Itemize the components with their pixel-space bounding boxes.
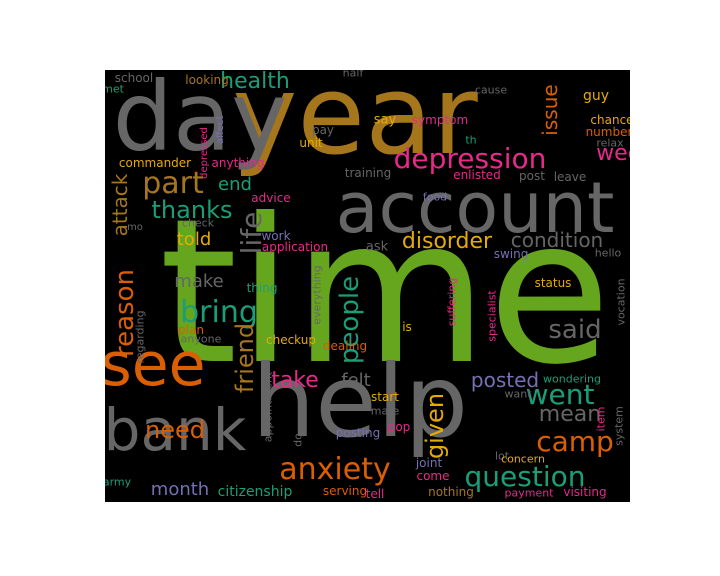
word-end: end — [218, 174, 252, 195]
word-item: item — [594, 406, 608, 432]
word-felt: felt — [341, 370, 371, 391]
word-condition: condition — [510, 228, 604, 252]
word-time: time — [159, 176, 611, 409]
word-mo: mo — [127, 222, 143, 233]
word-check: check — [181, 216, 215, 230]
word-year: year — [232, 70, 478, 179]
word-appointment: appointment — [261, 371, 275, 443]
word-say: say — [373, 112, 397, 128]
word-mate: mate — [370, 404, 400, 418]
word-mean: mean — [538, 402, 602, 427]
word-part: part — [142, 166, 204, 201]
word-post: post — [519, 169, 545, 183]
word-looking: looking — [185, 73, 229, 87]
word-plan: plan — [178, 323, 204, 337]
word-number: number — [585, 125, 630, 139]
word-need: need — [145, 416, 205, 444]
word-posting: posting — [335, 426, 381, 440]
word-pop: pop — [387, 420, 411, 434]
word-system: system — [612, 406, 626, 446]
word-make: make — [174, 271, 224, 292]
word-bank: bank — [105, 396, 247, 464]
word-month: month — [150, 479, 210, 500]
word-food: food — [422, 190, 448, 204]
word-specialist: specialist — [485, 290, 499, 342]
word-advice: advice — [251, 191, 291, 205]
word-cause: cause — [474, 83, 508, 97]
word-question: question — [464, 460, 586, 493]
word-met: met — [105, 82, 124, 96]
word-training: training — [344, 166, 392, 180]
word-account: account — [335, 167, 615, 249]
word-swing: swing — [493, 247, 529, 261]
word-leave: leave — [553, 170, 587, 184]
word-day: day — [112, 70, 288, 173]
word-wondering: wondering — [543, 372, 601, 386]
word-issue: issue — [538, 84, 562, 136]
word-come: come — [416, 469, 450, 483]
word-disorder: disorder — [401, 229, 493, 254]
word-start: start — [371, 390, 399, 404]
word-guy: guy — [582, 88, 610, 104]
word-chance: chance — [590, 113, 630, 127]
word-cloud: time year day help account see bank depression a… — [105, 70, 630, 502]
word-lot: lot — [494, 449, 510, 463]
word-hello: hello — [594, 246, 622, 260]
word-health: health — [220, 70, 290, 94]
word-depressed: depressed — [199, 127, 210, 179]
word-dealing: dealing — [322, 339, 368, 353]
word-symptom: symptom — [411, 113, 469, 127]
word-do: do — [291, 433, 305, 447]
word-depression: depression — [393, 142, 547, 175]
word-anxiety: anxiety — [279, 452, 391, 487]
word-ask: ask — [365, 239, 389, 255]
word-tell: tell — [365, 487, 385, 501]
word-th: th — [465, 133, 477, 147]
word-friend: friend — [231, 322, 259, 394]
word-school: school — [114, 71, 154, 85]
word-anyone: anyone — [180, 332, 222, 346]
word-vocation: vocation — [614, 278, 628, 326]
word-told: told — [176, 229, 212, 250]
word-pay: pay — [311, 123, 335, 137]
word-posted: posted — [470, 368, 540, 392]
word-half: half — [342, 70, 364, 80]
word-army: army — [105, 475, 132, 489]
word-affect: affect — [215, 115, 226, 145]
word-everything: everything — [310, 265, 324, 325]
word-status: status — [534, 276, 572, 290]
word-serving: serving — [322, 484, 368, 498]
word-went: went — [525, 378, 595, 411]
word-application: application — [261, 240, 329, 254]
word-camp: camp — [536, 425, 614, 458]
word-nothing: nothing — [428, 485, 474, 499]
word-said: said — [548, 315, 602, 345]
word-take: take — [271, 368, 319, 393]
word-is: is — [402, 320, 412, 334]
word-work: work — [261, 229, 291, 243]
word-visiting: visiting — [563, 485, 607, 499]
word-regarding: regarding — [133, 310, 147, 364]
word-checkup: checkup — [266, 333, 316, 347]
word-citizenship: citizenship — [217, 484, 293, 500]
word-week: week — [596, 141, 630, 166]
word-enlisted: enlisted — [453, 168, 501, 182]
word-see: see — [105, 330, 206, 400]
word-joint: joint — [415, 456, 443, 470]
word-payment: payment — [504, 486, 554, 500]
word-concern: concern — [501, 452, 545, 466]
word-relax: relax — [596, 136, 624, 150]
word-given: given — [421, 392, 449, 460]
word-thanks: thanks — [151, 196, 233, 224]
word-unit: unit — [299, 136, 323, 150]
word-want: want — [504, 387, 532, 401]
word-commander: commander — [118, 156, 192, 170]
word-anything: anything — [211, 156, 265, 170]
word-help: help — [251, 343, 469, 460]
word-thing: thing — [246, 281, 278, 295]
word-bring: bring — [180, 295, 258, 330]
word-suffering: suffering — [445, 277, 459, 327]
